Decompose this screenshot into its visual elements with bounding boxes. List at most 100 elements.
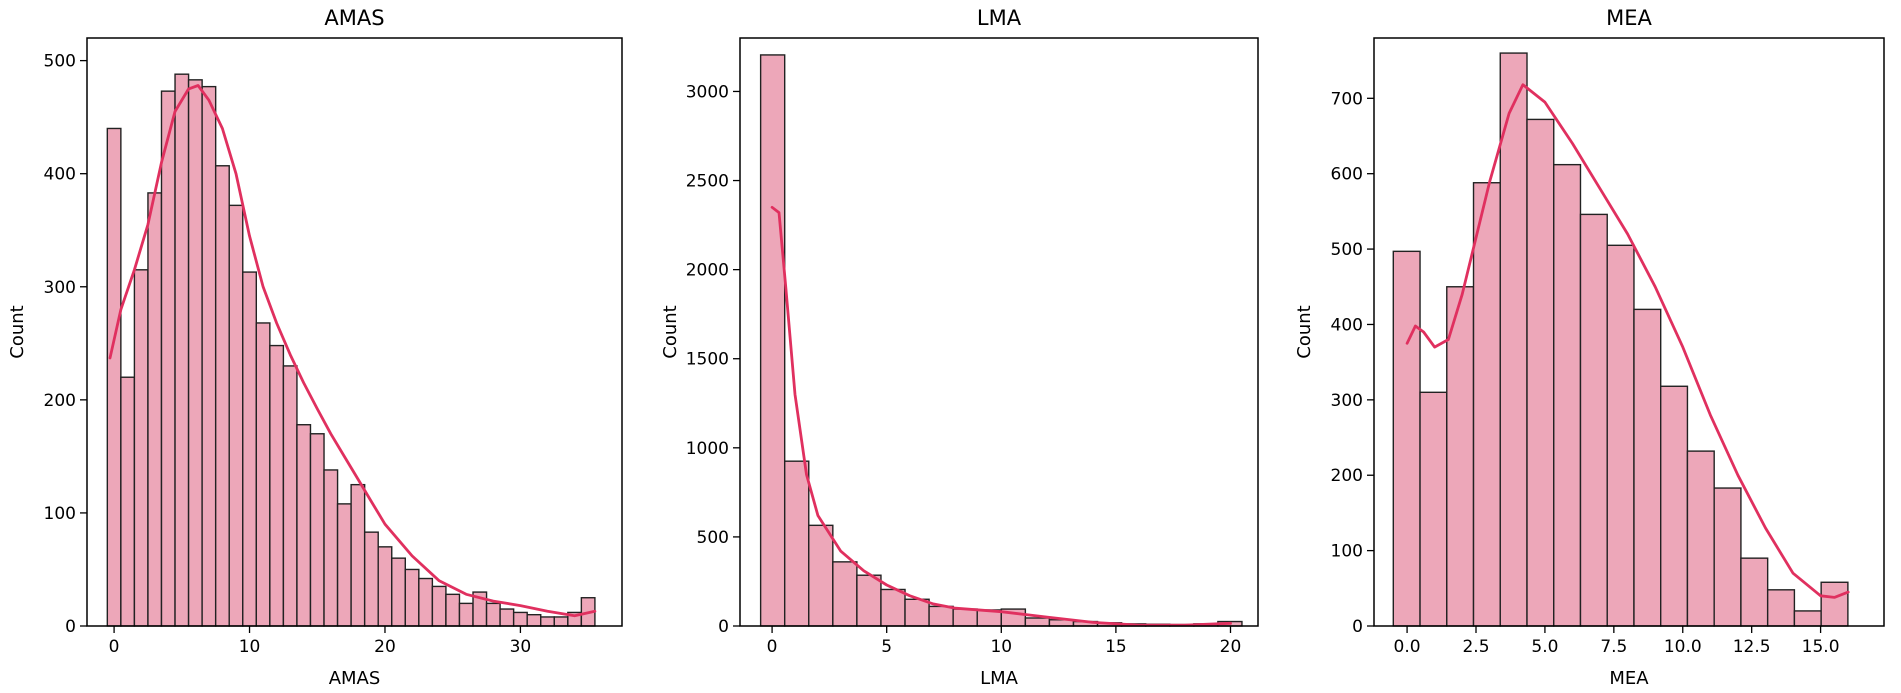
- histogram-bar: [759, 54, 786, 627]
- histogram-bar: [404, 568, 420, 627]
- histogram-bar: [309, 433, 325, 627]
- y-tick-label: 100: [1331, 542, 1363, 562]
- histogram-bar: [904, 598, 930, 627]
- histogram-bar: [1024, 617, 1051, 627]
- histogram-bar: [133, 269, 149, 627]
- x-tick-label: 15: [1105, 637, 1127, 657]
- x-tick-label: 0: [767, 637, 778, 657]
- histogram-bar: [391, 557, 406, 627]
- y-tick-label: 500: [44, 52, 76, 72]
- histogram-bar: [1579, 213, 1608, 627]
- histogram-bar: [1526, 118, 1555, 627]
- x-tick-label: 20: [374, 637, 396, 657]
- histogram-bar: [296, 424, 312, 627]
- histogram-bar: [1446, 286, 1475, 627]
- histogram-bar: [255, 322, 271, 627]
- histogram-bar: [187, 79, 203, 627]
- histogram-bar: [350, 483, 366, 627]
- x-tick-label: 7.5: [1600, 637, 1627, 657]
- histogram-bar: [1766, 589, 1796, 627]
- chart-panel-lma: 0 5 10 15 20 0 500 1000 1500 2000 2500 3000 LMA LMA Co…: [660, 6, 1259, 689]
- x-tick-label: 30: [510, 637, 532, 657]
- histogram-bar: [1606, 244, 1635, 627]
- histogram-bar: [540, 616, 555, 627]
- histogram-bar: [174, 73, 190, 627]
- histogram-bar: [553, 616, 569, 627]
- axes-frame: [739, 37, 1259, 627]
- histogram-bar: [458, 602, 474, 627]
- histogram-bar: [214, 165, 230, 627]
- histogram-bar: [1633, 308, 1662, 627]
- histogram-bar: [418, 577, 434, 627]
- histogram-bar: [323, 469, 339, 627]
- histogram-bar: [431, 585, 447, 627]
- x-tick-label: 12.5: [1733, 637, 1771, 657]
- y-axis-label: Count: [1294, 305, 1315, 358]
- histogram-bar: [1660, 385, 1689, 627]
- histogram-bar: [201, 85, 217, 627]
- y-tick-label: 3000: [686, 82, 729, 102]
- histogram-bar: [106, 127, 122, 627]
- histogram-bar: [1553, 163, 1582, 627]
- y-tick-label: 300: [1331, 391, 1363, 411]
- histogram-bar: [928, 605, 954, 627]
- histogram-bar: [1499, 52, 1528, 627]
- kde-line: [1405, 83, 1850, 599]
- histogram-bar: [485, 602, 501, 627]
- chart-title: LMA: [977, 6, 1022, 30]
- y-tick-label: 2000: [686, 261, 729, 281]
- histogram-bar: [269, 344, 285, 627]
- y-axis-label: Count: [660, 305, 681, 358]
- x-axis-label: AMAS: [329, 668, 381, 689]
- x-tick-label: 20: [1220, 637, 1242, 657]
- y-tick-label: 0: [718, 617, 729, 637]
- histogram-bar: [120, 376, 136, 627]
- chart-title: AMAS: [324, 6, 384, 30]
- histogram-bar: [1686, 450, 1715, 627]
- y-tick-label: 1500: [686, 350, 729, 370]
- y-axis-label: Count: [7, 305, 28, 358]
- histogram-bar: [1820, 581, 1849, 627]
- y-tick-label: 600: [1331, 165, 1363, 185]
- x-axis-label: MEA: [1609, 668, 1649, 689]
- y-tick-label: 100: [44, 504, 76, 524]
- y-tick-label: 400: [44, 165, 76, 185]
- histogram-bar: [1472, 182, 1501, 627]
- histogram-bar: [526, 613, 542, 627]
- histogram-bar: [880, 588, 906, 627]
- histogram-bar: [336, 503, 352, 627]
- x-tick-label: 5: [881, 637, 892, 657]
- axes-frame: [86, 37, 623, 627]
- x-tick-label: 5.0: [1531, 637, 1558, 657]
- x-tick-label: 0: [109, 637, 120, 657]
- x-tick-label: 15.0: [1802, 637, 1840, 657]
- histogram-bar: [282, 365, 298, 627]
- x-tick-label: 2.5: [1462, 637, 1489, 657]
- histogram-bar: [1793, 610, 1822, 627]
- y-tick-label: 0: [1352, 617, 1363, 637]
- y-tick-label: 200: [44, 391, 76, 411]
- x-tick-label: 10: [990, 637, 1012, 657]
- histogram-bar: [445, 593, 461, 627]
- histogram-bar: [783, 460, 810, 627]
- chart-title: MEA: [1606, 6, 1652, 30]
- histogram-bar: [377, 546, 393, 627]
- y-tick-label: 500: [697, 528, 729, 548]
- y-tick-label: 700: [1331, 89, 1363, 109]
- y-tick-label: 1000: [686, 439, 729, 459]
- histogram-bar: [856, 574, 882, 627]
- histogram-bar: [1740, 557, 1769, 627]
- histogram-bar: [952, 608, 978, 627]
- x-tick-label: 0.0: [1394, 637, 1421, 657]
- histogram-bar: [512, 611, 528, 627]
- x-axis-label: LMA: [980, 668, 1019, 689]
- x-tick-label: 10: [239, 637, 261, 657]
- y-tick-label: 500: [1331, 240, 1363, 260]
- axes-frame: [1373, 37, 1885, 627]
- y-tick-label: 400: [1331, 315, 1363, 335]
- histogram-bar: [1419, 391, 1448, 627]
- x-tick-label: 10.0: [1664, 637, 1702, 657]
- kde-line: [770, 205, 1232, 627]
